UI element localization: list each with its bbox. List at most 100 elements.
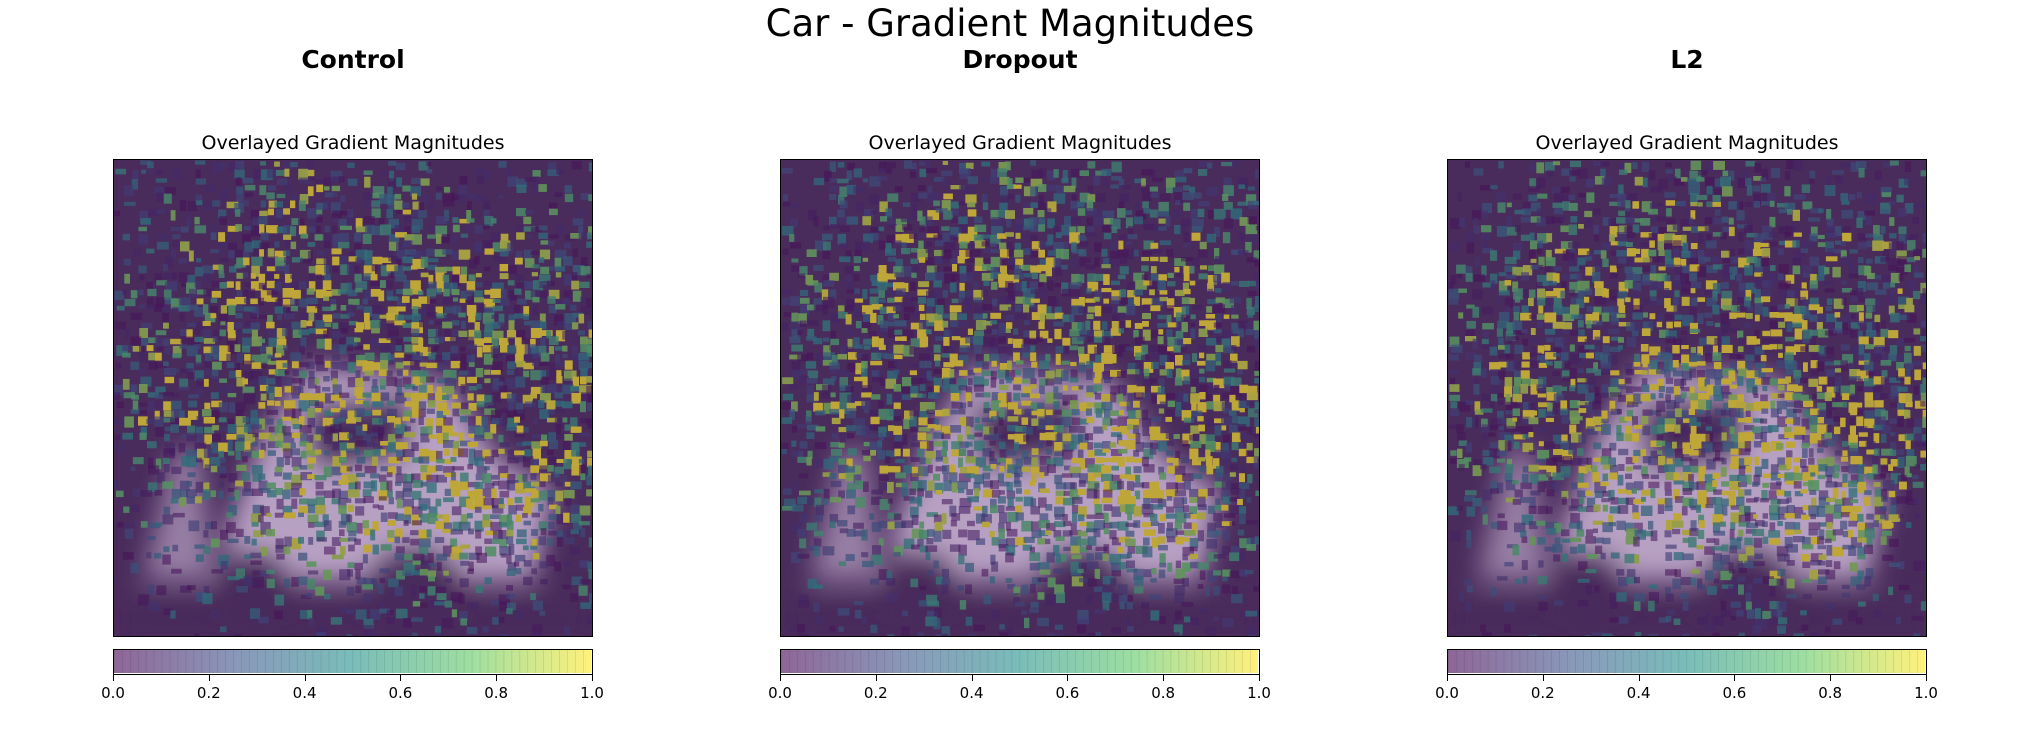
gradient-cell [282,443,291,452]
gradient-cell [428,320,434,325]
gradient-cell [306,442,313,454]
gradient-cell [854,298,864,303]
gradient-cell [500,288,507,299]
gradient-cell [394,352,405,358]
gradient-cell [356,360,368,367]
gradient-cell [331,225,338,235]
gradient-cell [490,321,501,329]
gradient-cell [210,490,217,498]
gradient-cell [1189,265,1196,274]
colorbar-step [1075,650,1080,673]
gradient-cell [1150,433,1161,441]
gradient-cell [394,378,402,387]
gradient-cell [276,433,284,443]
gradient-cell [458,185,467,197]
gradient-cell [451,472,456,482]
gradient-cell [306,450,319,456]
gradient-cell [1093,464,1105,473]
gradient-cell [1071,417,1081,426]
gradient-cell [791,329,799,338]
gradient-cell [1070,570,1082,576]
gradient-cell [791,258,799,263]
gradient-cell [514,337,522,348]
gradient-cell [1182,360,1191,366]
gradient-cell [267,489,277,498]
gradient-cell [499,522,508,528]
gradient-cell [244,434,256,443]
gradient-cell [538,345,547,357]
gradient-cell [395,275,407,282]
gradient-cell [428,337,439,345]
gradient-cell [1634,218,1643,223]
gradient-cell [468,313,476,323]
gradient-cell [324,273,331,284]
gradient-cell [870,226,881,233]
gradient-cell [515,178,528,188]
gradient-cell [251,378,259,390]
gradient-cell [861,328,868,333]
gradient-cell [839,225,850,232]
gradient-cell [902,377,912,387]
gradient-cell [331,289,341,296]
gradient-cell [386,209,393,219]
gradient-cell [347,410,357,421]
gradient-cell [178,386,190,391]
gradient-cell [365,224,375,235]
gradient-cell [847,338,853,349]
gradient-cell [823,337,830,342]
gradient-cell [1053,321,1064,327]
colorbar-tick [971,675,973,681]
gradient-cell [1150,578,1157,583]
gradient-cell [1245,570,1254,575]
gradient-cell [195,194,203,202]
colorbar-step [117,650,123,673]
gradient-cell [484,289,495,295]
gradient-cell [236,464,247,471]
gradient-cell [484,432,493,439]
gradient-cell [170,610,176,619]
gradient-cell [1109,530,1117,540]
gradient-cell [387,329,399,337]
gradient-cell [324,360,331,368]
gradient-cell [499,601,511,612]
colorbar-step [1250,650,1255,673]
gradient-cell [346,418,356,424]
gradient-cell [394,314,405,322]
gradient-cell [1666,208,1672,217]
gradient-cell [1133,466,1142,474]
gradient-cell [212,200,221,207]
gradient-cell [218,313,229,323]
gradient-cell [548,346,555,355]
colorbar-step [205,650,210,673]
gradient-cell [1753,200,1760,208]
colorbar-stripe [1043,650,1045,673]
gradient-cell [332,266,339,273]
gradient-cell [546,280,555,286]
gradient-cell [483,353,494,365]
gradient-cell [372,504,380,509]
gradient-cell [1030,202,1039,208]
gradient-cell [516,425,524,434]
gradient-cell [1037,264,1049,272]
gradient-cell [1141,169,1153,176]
gradient-cell [1047,201,1057,213]
gradient-cell [531,434,543,439]
gradient-cell [949,282,957,293]
gradient-cell [467,296,474,306]
gradient-cell [388,456,400,464]
gradient-cell [1882,162,1894,168]
gradient-cell [162,457,170,464]
gradient-cell [492,530,503,540]
colorbar-stripe [852,650,854,673]
gradient-cell [300,320,307,328]
gradient-cell [467,568,474,574]
gradient-cell [348,298,360,305]
gradient-cell [1570,216,1578,223]
gradient-cell [1085,298,1096,303]
gradient-cell [1086,257,1091,263]
gradient-cell [251,465,263,475]
gradient-cell [340,314,350,319]
gradient-cell [1247,345,1256,353]
gradient-cell [1159,256,1168,262]
gradient-cell [1006,490,1016,499]
